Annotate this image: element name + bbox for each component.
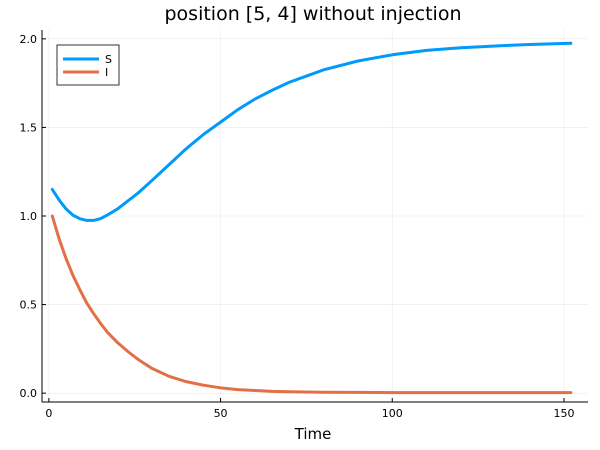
x-axis-label: Time bbox=[294, 425, 332, 443]
y-tick-label: 1.0 bbox=[20, 210, 38, 223]
series-line-S bbox=[50, 41, 573, 222]
y-tick-label: 1.5 bbox=[20, 121, 38, 134]
y-tick-label: 2.0 bbox=[20, 33, 38, 46]
y-tick-label: 0.0 bbox=[20, 387, 38, 400]
y-tick-label: 0.5 bbox=[20, 299, 38, 312]
legend-label: I bbox=[105, 66, 108, 79]
legend: SI bbox=[56, 44, 120, 86]
x-tick-label: 100 bbox=[382, 407, 403, 420]
series-line-I bbox=[50, 214, 573, 395]
legend-label: S bbox=[105, 53, 112, 66]
chart-title: position [5, 4] without injection bbox=[164, 3, 461, 25]
x-tick-label: 150 bbox=[553, 407, 574, 420]
x-tick-label: 0 bbox=[45, 407, 52, 420]
legend-box bbox=[56, 44, 120, 86]
series-group bbox=[50, 41, 573, 395]
x-tick-label: 50 bbox=[214, 407, 228, 420]
axes: 0 50 100 150 0.0 0.5 1.0 1.5 2.0 bbox=[20, 30, 588, 420]
